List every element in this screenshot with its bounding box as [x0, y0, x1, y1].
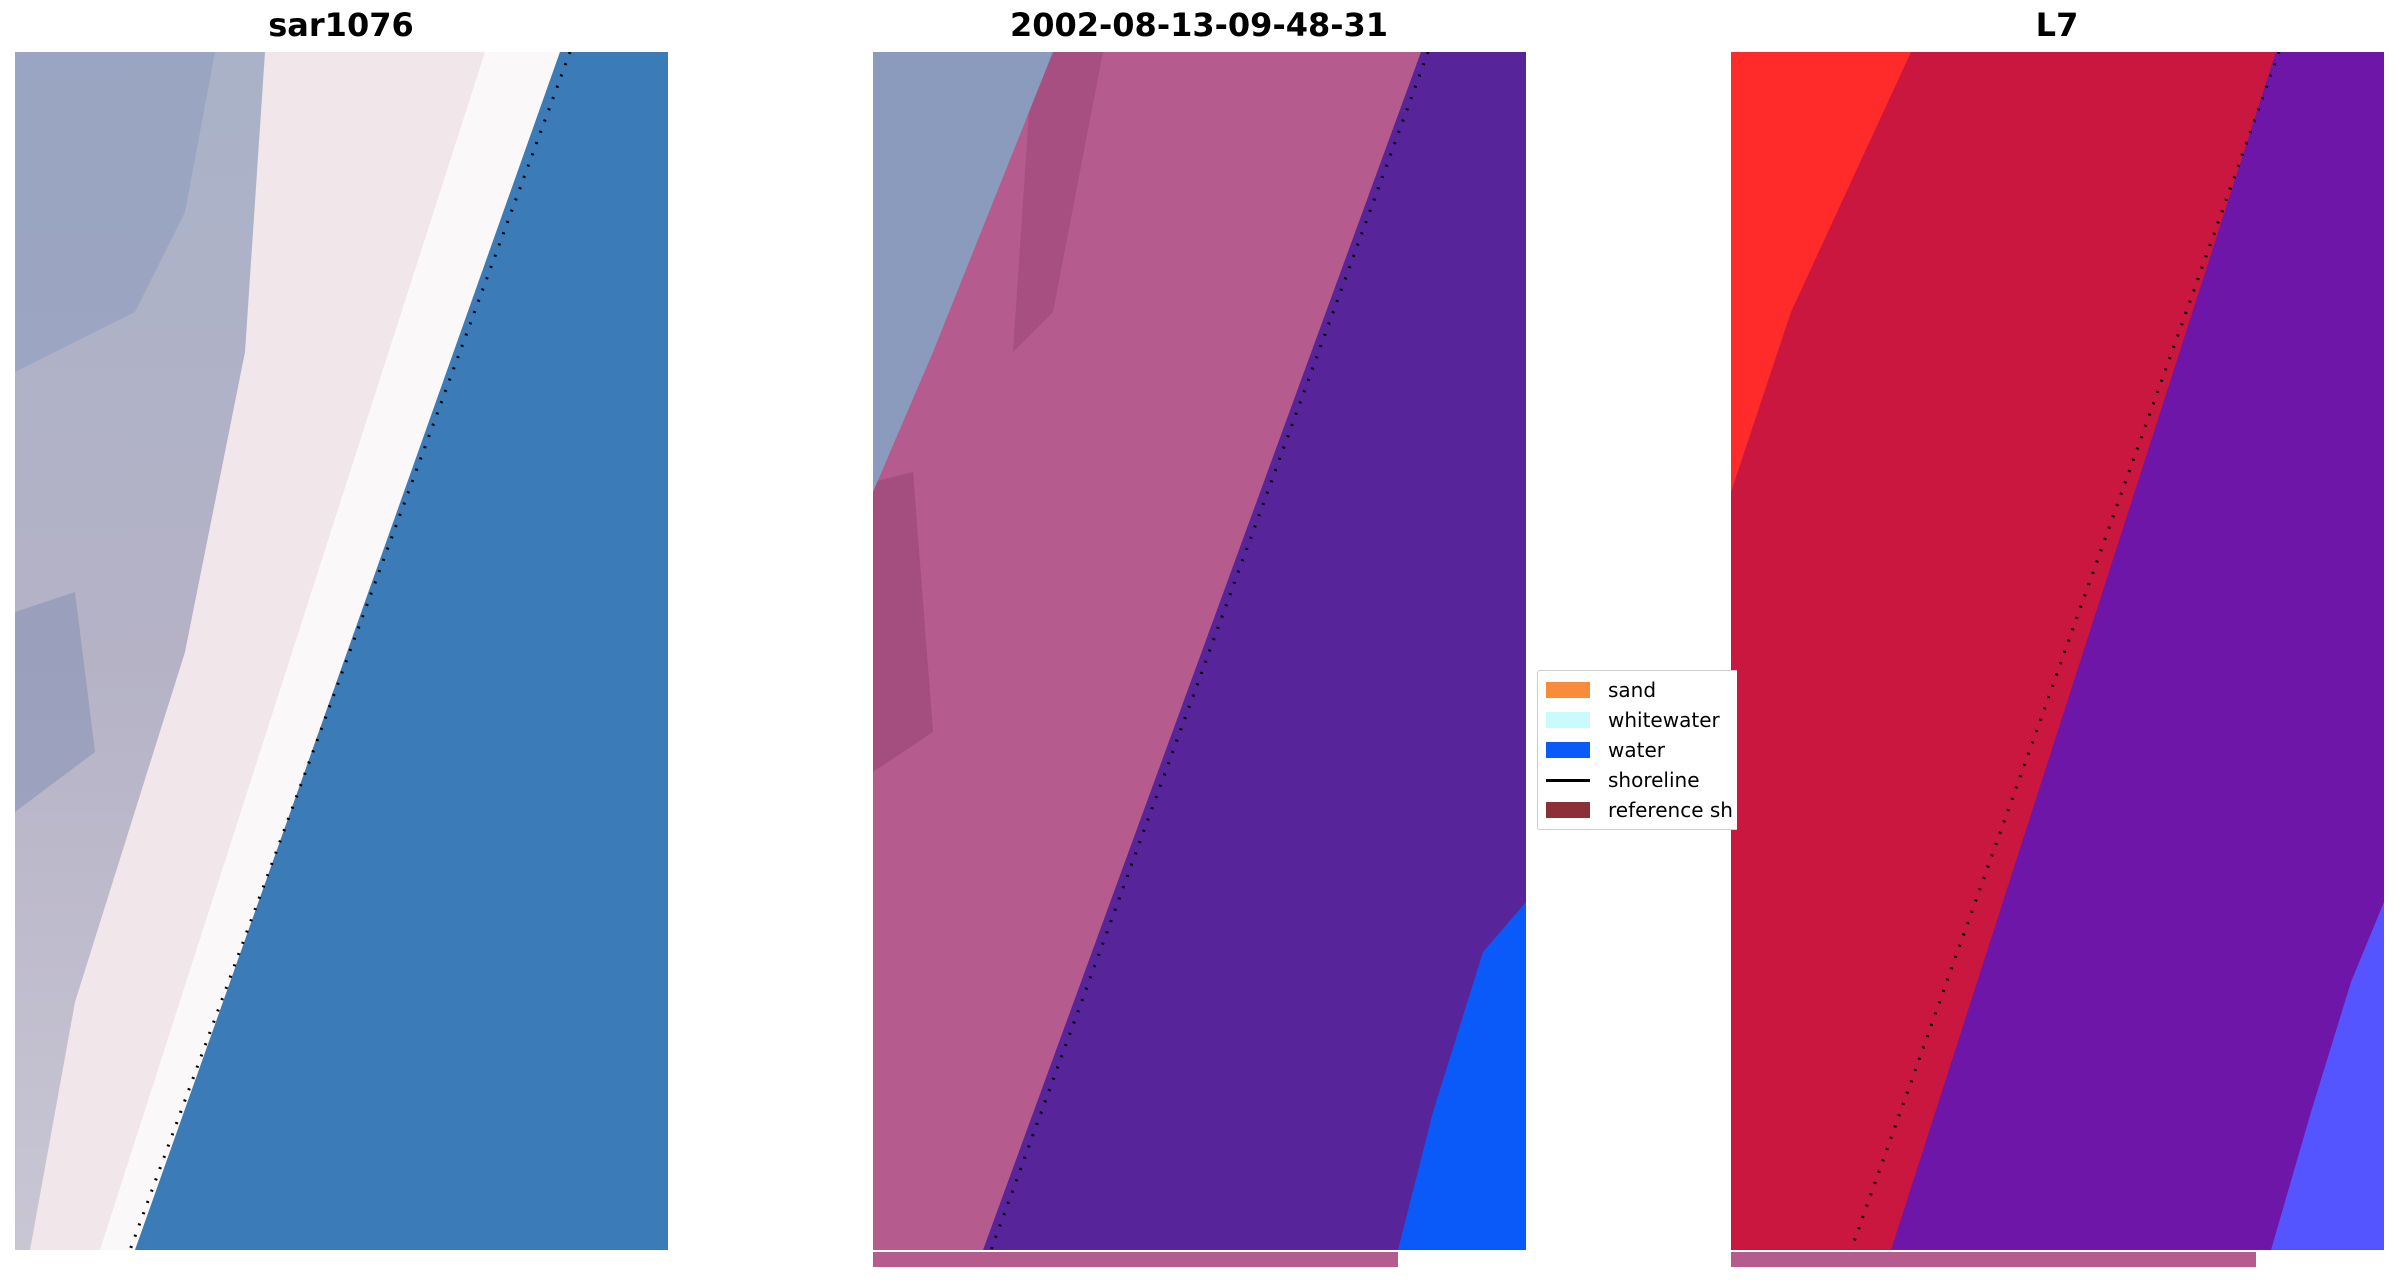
legend-label: reference sh: [1608, 798, 1733, 822]
panel-title-swir: L7: [2035, 6, 2079, 44]
legend-label: shoreline: [1608, 768, 1700, 792]
reference-swatch: [1546, 802, 1590, 818]
sand-swatch: [1546, 682, 1590, 698]
legend-item-water: water: [1546, 737, 1665, 763]
swir-sea: [1891, 52, 2384, 1250]
reference-strip: [1731, 1252, 2256, 1267]
rgb-beach-bright: [100, 52, 560, 1250]
water-swatch: [1546, 742, 1590, 758]
legend-label: water: [1608, 738, 1665, 762]
panel-title-classification: 2002-08-13-09-48-31: [1009, 6, 1389, 44]
legend-label: sand: [1608, 678, 1657, 702]
legend-item-sand: sand: [1546, 677, 1656, 703]
reference-strip: [873, 1252, 1398, 1267]
class-sea: [983, 52, 1526, 1250]
swir-image-panel: [1731, 52, 2384, 1250]
legend-item-reference-shoreline: reference sh: [1546, 797, 1733, 823]
classification-panel: [873, 52, 1526, 1250]
whitewater-swatch: [1546, 712, 1590, 728]
shoreline-line: [1849, 52, 2281, 1250]
legend-label: whitewater: [1608, 708, 1720, 732]
class-land-dark: [873, 472, 933, 772]
rgb-dark-patch: [15, 52, 215, 372]
rgb-image-panel: [15, 52, 668, 1250]
rgb-dark-patch-2: [15, 592, 95, 812]
shoreline-swatch: [1546, 778, 1590, 782]
swir-bright-area: [1731, 52, 1911, 492]
class-land-dark-2: [1013, 52, 1103, 352]
swir-water: [2271, 902, 2384, 1250]
legend-item-shoreline: shoreline: [1546, 767, 1700, 793]
panel-title-rgb: sar1076: [268, 6, 414, 44]
shoreline-line: [989, 52, 1430, 1250]
class-water: [1398, 902, 1526, 1250]
rgb-sea: [135, 52, 668, 1250]
class-unclassified: [873, 52, 1053, 492]
legend: sand whitewater water shoreline referenc…: [1537, 670, 1737, 830]
legend-item-whitewater: whitewater: [1546, 707, 1720, 733]
